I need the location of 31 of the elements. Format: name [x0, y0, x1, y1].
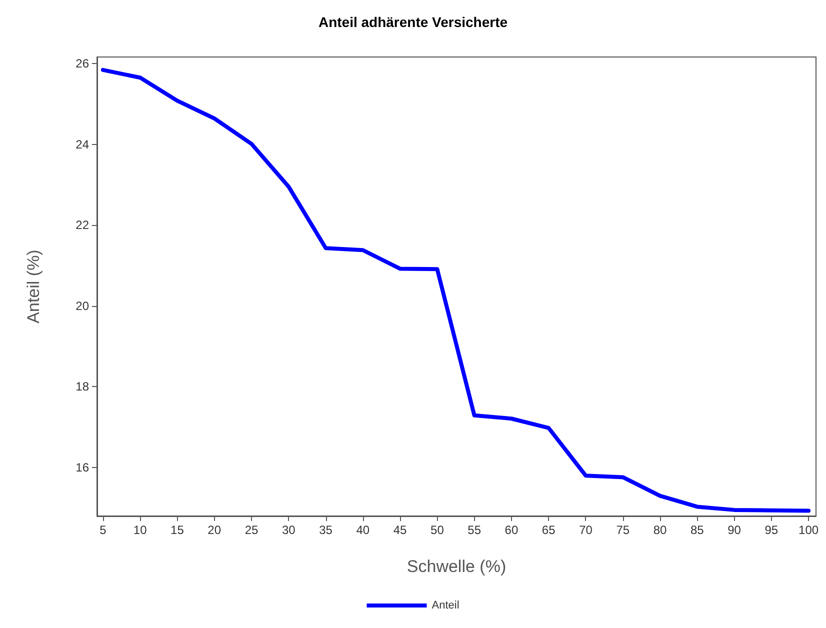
x-tick-label: 50	[430, 523, 444, 537]
x-tick-label: 80	[653, 523, 668, 537]
x-tick-label: 55	[468, 523, 482, 537]
x-axis-title: Schwelle (%)	[406, 557, 506, 576]
x-tick-label: 70	[579, 523, 593, 537]
y-tick-label: 22	[76, 218, 90, 232]
y-axis-title: Anteil (%)	[24, 250, 43, 324]
y-tick-label: 24	[76, 137, 90, 152]
x-tick-label: 75	[616, 523, 630, 537]
x-tick-label: 15	[170, 523, 184, 537]
x-tick-label: 90	[728, 523, 742, 537]
x-tick-label: 30	[282, 523, 296, 537]
x-tick-label: 60	[504, 523, 518, 537]
x-tick-label: 25	[244, 523, 258, 537]
text: Anteil	[432, 600, 460, 612]
y-tick-label: 16	[76, 460, 90, 475]
x-tick-label: 35	[319, 523, 333, 537]
y-tick-label: 18	[76, 380, 90, 394]
x-tick-label: 5	[100, 523, 107, 537]
x-tick-label: 65	[542, 523, 556, 537]
y-tick-label: 26	[76, 56, 90, 70]
x-tick-label: 95	[764, 523, 778, 537]
x-tick-label: 85	[690, 523, 704, 537]
chart-title: Anteil adhärente Versicherte	[318, 14, 508, 30]
x-tick-label: 10	[133, 523, 148, 537]
x-tick-label: 20	[208, 523, 222, 537]
x-tick-label: 100	[798, 523, 819, 537]
x-tick-label: 40	[356, 523, 370, 537]
line-series	[100, 68, 811, 513]
x-tick-label: 45	[393, 523, 408, 537]
y-tick-label: 20	[76, 298, 90, 313]
